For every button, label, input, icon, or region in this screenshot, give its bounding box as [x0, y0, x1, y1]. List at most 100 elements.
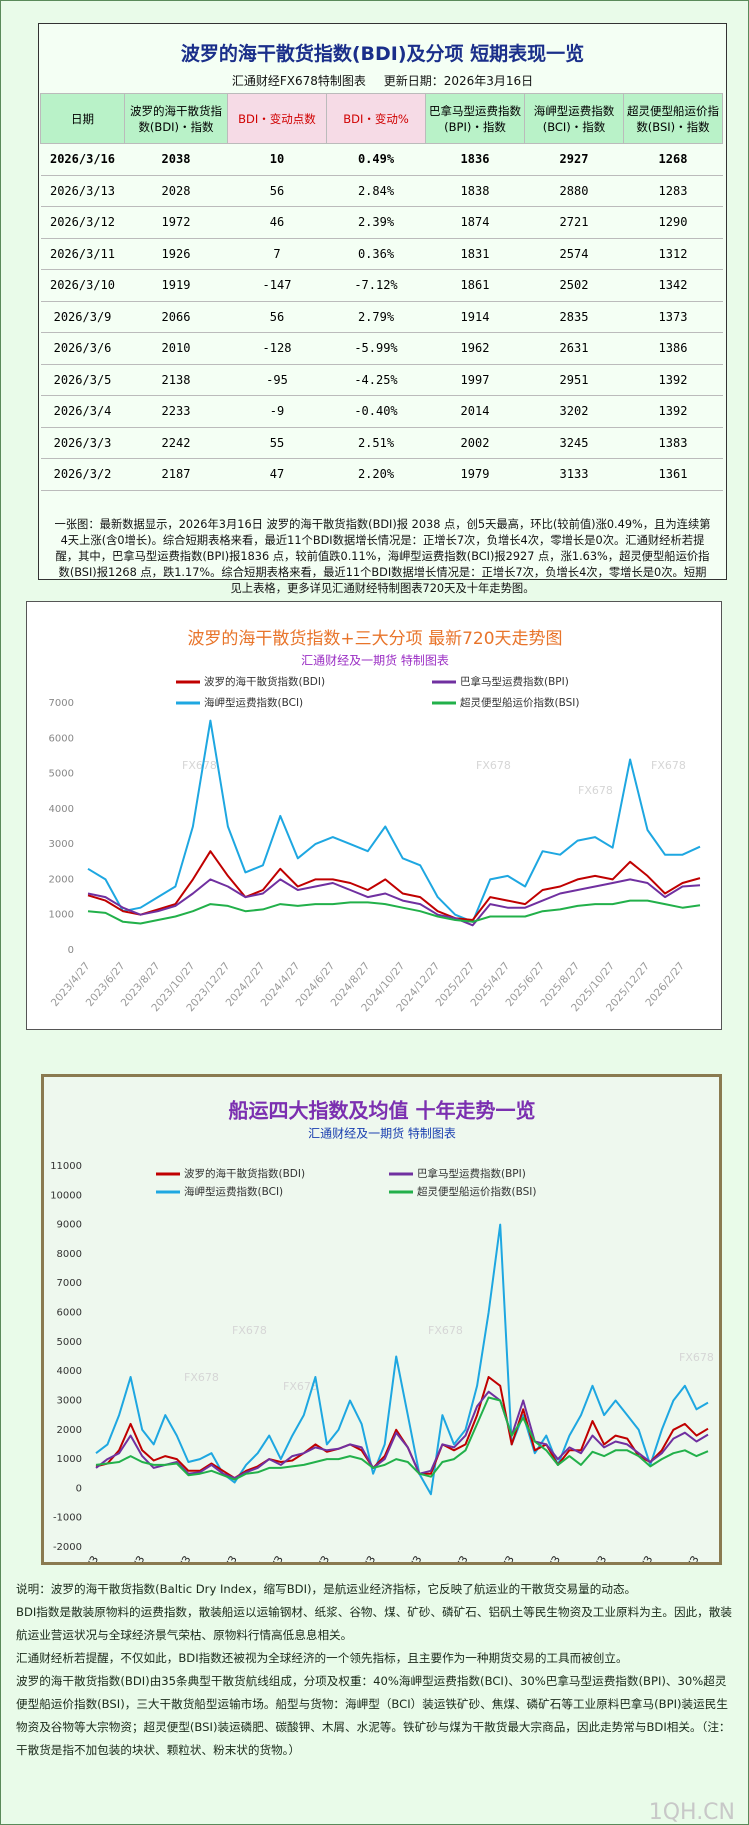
legend-label: 巴拿马型运费指数(BPI)	[460, 675, 569, 688]
table-cell: 2026/3/12	[40, 206, 125, 239]
table-cell: 1972	[124, 206, 228, 239]
table-cell: 1290	[623, 206, 723, 239]
watermark: FX678	[428, 1324, 463, 1337]
chart-title: 波罗的海干散货指数+三大分项 最新720天走势图	[187, 629, 562, 649]
table-row: 2026/3/6 2010 -128 -5.99% 1962 2631 1386	[40, 332, 723, 365]
watermark: FX678	[283, 1380, 318, 1393]
table-cell: 2.84%	[326, 175, 426, 207]
series-line	[95, 1223, 709, 1496]
y-tick-label: 0	[68, 945, 74, 956]
chart-title: 船运四大指数及均值 十年走势一览	[229, 1099, 536, 1123]
table-cell: 2880	[524, 175, 624, 207]
table-cell: 2.51%	[326, 427, 426, 459]
table-cell: 1926	[124, 238, 228, 270]
x-tick-label: 2015/1/3	[160, 1554, 194, 1565]
table-cell: 1386	[623, 332, 723, 365]
y-tick-label: 5000	[57, 1337, 82, 1348]
table-cell: 1919	[124, 269, 228, 302]
y-tick-label: 11000	[50, 1161, 82, 1172]
table-cell: 2002	[425, 427, 525, 459]
table-cell: 2574	[524, 238, 624, 270]
table-cell: -4.25%	[326, 364, 426, 396]
table-cell: 2026/3/5	[40, 364, 125, 396]
y-tick-label: -2000	[53, 1542, 82, 1553]
table-cell: 2951	[524, 364, 624, 396]
watermark: FX678	[679, 1351, 714, 1364]
x-tick-label: 2020/1/3	[391, 1554, 425, 1565]
series-line	[87, 850, 701, 921]
note-paragraph: 汇通财经析若提醒，不仅如此，BDI指数还被视为全球经济的一个领先指标，且主要作为…	[16, 1651, 628, 1665]
series-line	[87, 719, 701, 923]
table-cell: 2.79%	[326, 301, 426, 333]
table-cell: 3245	[524, 427, 624, 459]
chart-subtitle: 汇通财经及一期货 特制图表	[301, 653, 449, 668]
table-row: 2026/3/4 2233 -9 -0.40% 2014 3202 1392	[40, 395, 723, 428]
table-cell: 2187	[124, 458, 228, 491]
x-tick-label: 2014/1/3	[113, 1554, 147, 1565]
note-paragraph: BDI指数是散装原物料的运费指数，散装船运以运输钢材、纸浆、谷物、煤、矿砂、磷矿…	[16, 1605, 732, 1642]
table-cell: 2927	[524, 143, 624, 176]
table-row: 2026/3/16 2038 10 0.49% 1836 2927 1268	[40, 143, 723, 176]
table-row: 2026/3/5 2138 -95 -4.25% 1997 2951 1392	[40, 364, 723, 396]
column-header: BDI・变动%	[326, 93, 426, 144]
table-cell: -9	[227, 395, 327, 428]
table-row: 2026/3/2 2187 47 2.20% 1979 3133 1361	[40, 458, 723, 491]
table-cell: -128	[227, 332, 327, 365]
y-tick-label: 5000	[49, 769, 74, 780]
x-tick-label: 2022/1/3	[483, 1554, 517, 1565]
table-cell: 2014	[425, 395, 525, 428]
table-cell: 55	[227, 427, 327, 459]
y-tick-label: 3000	[49, 839, 74, 850]
watermark: FX678	[182, 759, 217, 772]
table-row: 2026/3/13 2028 56 2.84% 1838 2880 1283	[40, 175, 723, 207]
table-cell: 1361	[623, 458, 723, 491]
table-cell: -147	[227, 269, 327, 302]
y-tick-label: 1000	[57, 1454, 82, 1465]
table-cell: 1997	[425, 364, 525, 396]
table-cell: 2721	[524, 206, 624, 239]
table-cell: 2026/3/10	[40, 269, 125, 302]
x-tick-label: 2017/1/3	[252, 1554, 286, 1565]
table-cell: 2631	[524, 332, 624, 365]
table-cell: -0.40%	[326, 395, 426, 428]
table-cell: 1914	[425, 301, 525, 333]
x-tick-label: 2013/1/3	[67, 1554, 101, 1565]
series-line	[87, 878, 701, 927]
table-cell: 1373	[623, 301, 723, 333]
table-panel: 波罗的海干散货指数(BDI)及分项 短期表现一览 汇通财经FX678特制图表 更…	[38, 23, 727, 595]
table-cell: 10	[227, 143, 327, 176]
table-cell: 2026/3/2	[40, 458, 125, 491]
table-cell: 1392	[623, 364, 723, 396]
x-tick-label: 2026/1/3	[668, 1554, 702, 1565]
column-header: 海岬型运费指数(BCI)・指数	[524, 93, 624, 144]
y-tick-label: 0	[76, 1483, 82, 1494]
table-cell: 2026/3/6	[40, 332, 125, 365]
source: 汇通财经FX678特制图表	[231, 74, 366, 88]
y-tick-label: 4000	[49, 804, 74, 815]
table-cell: 2028	[124, 175, 228, 207]
y-tick-label: 10000	[50, 1190, 82, 1201]
x-tick-label: 2018/1/3	[298, 1554, 332, 1565]
table-cell: 2010	[124, 332, 228, 365]
table-subtitle: 汇通财经FX678特制图表 更新日期：2026年3月16日	[39, 72, 726, 89]
table-cell: 2233	[124, 395, 228, 428]
watermark: FX678	[578, 784, 613, 797]
series-line	[95, 1396, 709, 1481]
table-cell: 47	[227, 458, 327, 491]
chart-subtitle: 汇通财经及一期货 特制图表	[308, 1126, 456, 1141]
y-tick-label: 9000	[57, 1220, 82, 1231]
table-row: 2026/3/10 1919 -147 -7.12% 1861 2502 1342	[40, 269, 723, 302]
y-tick-label: 2000	[57, 1425, 82, 1436]
table-cell: 3133	[524, 458, 624, 491]
table-cell: 1383	[623, 427, 723, 459]
table-cell: 2066	[124, 301, 228, 333]
watermark: FX678	[651, 759, 686, 772]
table-row: 2026/3/11 1926 7 0.36% 1831 2574 1312	[40, 238, 723, 270]
header-row: 日期 波罗的海干散货指数(BDI)・指数 BDI・变动点数 BDI・变动% 巴拿马型运费…	[40, 93, 723, 144]
legend-label: 超灵便型船运价指数(BSI)	[417, 1185, 536, 1198]
table-cell: 1861	[425, 269, 525, 302]
table-cell: 2242	[124, 427, 228, 459]
x-tick-label: 2023/1/3	[529, 1554, 563, 1565]
